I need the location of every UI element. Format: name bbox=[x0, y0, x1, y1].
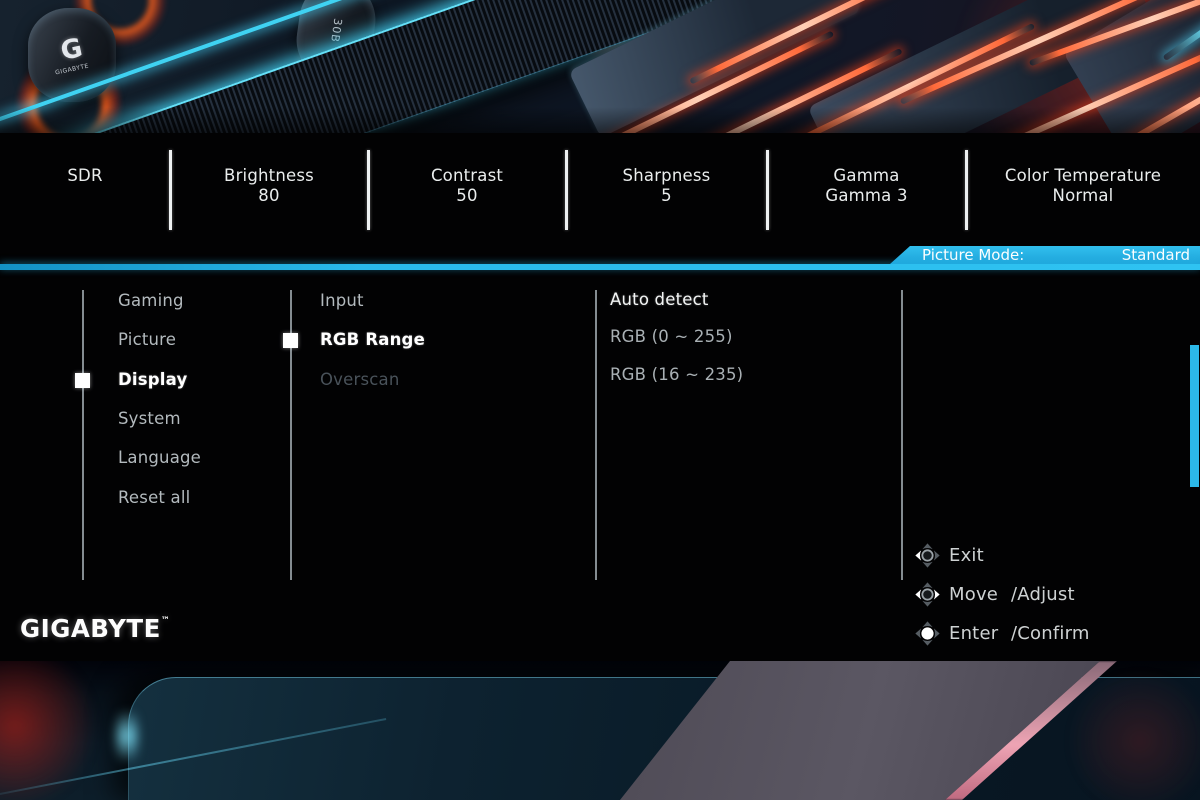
status-label: Sharpness bbox=[622, 166, 711, 185]
red-tint-glow bbox=[1060, 671, 1200, 800]
cap-text: 30B bbox=[327, 16, 345, 44]
status-cell-color-temperature: Color Temperature Normal bbox=[966, 133, 1200, 245]
desk-mat bbox=[600, 661, 1200, 800]
background-photo-top: G GIGABYTE 30B bbox=[0, 0, 1200, 133]
status-value: 5 bbox=[661, 186, 672, 205]
submenu-item-overscan: Overscan bbox=[320, 370, 400, 389]
status-cell-brightness: Brightness 80 bbox=[170, 133, 368, 245]
joystick-move-icon bbox=[915, 581, 940, 607]
photo-fade bbox=[0, 107, 1200, 133]
joystick-press-icon bbox=[915, 620, 940, 646]
capacitor-cap: G GIGABYTE bbox=[28, 8, 116, 102]
status-value: 50 bbox=[456, 186, 478, 205]
hint-secondary-label: /Adjust bbox=[1011, 583, 1075, 605]
status-label: Brightness bbox=[224, 166, 314, 185]
menu-column-line bbox=[290, 290, 292, 580]
hint-action-label: Exit bbox=[949, 544, 984, 566]
red-glow bbox=[0, 661, 100, 800]
status-divider bbox=[766, 150, 769, 230]
menu-column-line bbox=[82, 290, 84, 580]
option-rgb-16-235[interactable]: RGB (16 ~ 235) bbox=[610, 365, 744, 384]
status-value: 80 bbox=[258, 186, 280, 205]
joystick-left-icon bbox=[915, 542, 940, 568]
brand-trademark: ™ bbox=[160, 616, 171, 626]
hint-secondary-label: /Confirm bbox=[1011, 622, 1090, 644]
status-cell-contrast: Contrast 50 bbox=[368, 133, 566, 245]
menu-item-language[interactable]: Language bbox=[118, 448, 202, 467]
option-auto-detect[interactable]: Auto detect bbox=[610, 290, 709, 309]
status-divider bbox=[169, 150, 172, 230]
menu-column-line bbox=[595, 290, 597, 580]
status-cell-sdr: SDR bbox=[0, 133, 170, 245]
status-divider bbox=[965, 150, 968, 230]
background-photo-bottom bbox=[0, 661, 1200, 800]
status-divider bbox=[367, 150, 370, 230]
brand-name: GIGABYTE bbox=[20, 614, 161, 643]
status-label: Color Temperature bbox=[1004, 166, 1162, 185]
osd-panel: SDR Brightness 80 Contrast 50 Sharpness … bbox=[0, 133, 1200, 661]
menu-item-system[interactable]: System bbox=[118, 409, 181, 428]
picture-mode-value: Standard bbox=[1121, 246, 1190, 264]
status-value: Gamma 3 bbox=[825, 186, 908, 205]
hint-action-label: Enter bbox=[949, 622, 999, 644]
picture-mode-label: Picture Mode: bbox=[922, 246, 1025, 264]
hint-enter-confirm: Enter /Confirm bbox=[914, 619, 1090, 647]
submenu-item-input[interactable]: Input bbox=[320, 291, 364, 310]
hint-exit: Exit bbox=[914, 541, 1011, 569]
menu-column-line bbox=[901, 290, 903, 580]
menu-item-gaming[interactable]: Gaming bbox=[118, 291, 184, 310]
status-divider bbox=[565, 150, 568, 230]
menu-item-display[interactable]: Display bbox=[118, 370, 188, 389]
scroll-indicator bbox=[1190, 345, 1199, 487]
status-value: Normal bbox=[1052, 186, 1114, 205]
status-label: SDR bbox=[67, 166, 103, 185]
osd-status-bar: SDR Brightness 80 Contrast 50 Sharpness … bbox=[0, 133, 1200, 245]
picture-mode-badge: Picture Mode: Standard bbox=[890, 246, 1200, 264]
menu-item-reset-all[interactable]: Reset all bbox=[118, 488, 191, 507]
status-cell-gamma: Gamma Gamma 3 bbox=[767, 133, 966, 245]
selection-marker-sub bbox=[283, 333, 298, 348]
gigabyte-g-logo: G bbox=[58, 33, 86, 67]
status-cell-sharpness: Sharpness 5 bbox=[566, 133, 767, 245]
hint-move-adjust: Move /Adjust bbox=[914, 580, 1075, 608]
menu-item-picture[interactable]: Picture bbox=[118, 330, 177, 349]
status-label: Contrast bbox=[430, 166, 504, 185]
hint-action-label: Move bbox=[949, 583, 999, 605]
accent-divider-line bbox=[0, 264, 1200, 270]
selection-marker-main bbox=[75, 373, 90, 388]
status-label: Gamma bbox=[833, 166, 900, 185]
option-rgb-0-255[interactable]: RGB (0 ~ 255) bbox=[610, 327, 733, 346]
cyan-edge-glow bbox=[116, 699, 138, 773]
submenu-item-rgb-range[interactable]: RGB Range bbox=[320, 330, 425, 349]
gigabyte-logo: GIGABYTE™ bbox=[20, 614, 170, 643]
